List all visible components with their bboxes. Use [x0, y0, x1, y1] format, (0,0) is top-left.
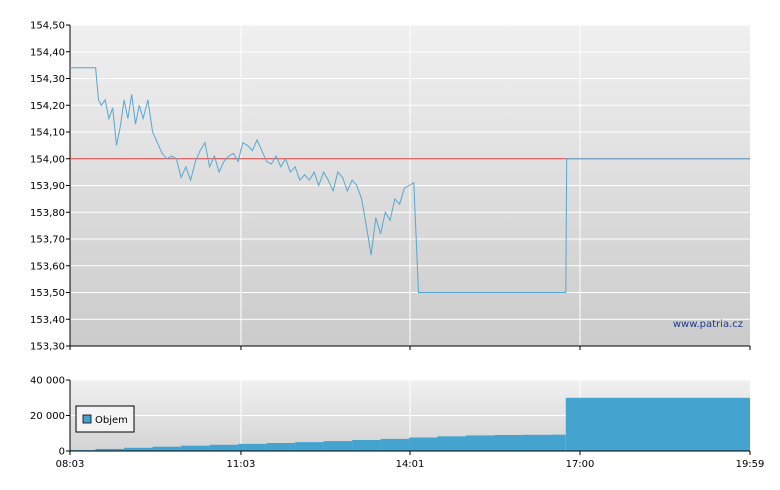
- volume-bar: [608, 397, 637, 452]
- price-y-tick-label: 154,40: [30, 47, 65, 58]
- volume-bar: [266, 443, 296, 451]
- price-y-tick-label: 153,80: [30, 208, 65, 219]
- price-y-tick-label: 154,30: [30, 74, 65, 85]
- price-y-tick-label: 154,50: [30, 21, 65, 32]
- volume-bar: [352, 440, 381, 451]
- volume-bar: [209, 444, 239, 451]
- volume-bar: [523, 434, 552, 451]
- volume-bar: [551, 434, 566, 451]
- price-y-tick-labels: 153,30 153,40 153,50 153,60 153,70 153,80 153,…: [30, 21, 71, 353]
- legend-swatch: [82, 414, 92, 424]
- volume-bar: [694, 397, 723, 452]
- volume-bar: [238, 443, 267, 451]
- volume-x-tick-label: 17:00: [566, 459, 595, 470]
- volume-x-tick-label: 19:59: [736, 459, 765, 470]
- volume-bar: [95, 448, 125, 451]
- volume-bar: [466, 435, 495, 451]
- price-x-tick-marks: [69, 346, 751, 350]
- volume-y-tick-label: 40 000: [30, 376, 65, 387]
- volume-x-tick-label: 14:01: [396, 459, 425, 470]
- price-y-tick-label: 154,10: [30, 128, 65, 139]
- volume-bar: [722, 397, 750, 452]
- volume-x-tick-labels: 08:03 11:03 14:01 17:00 19:59: [56, 451, 765, 470]
- volume-bar: [494, 435, 523, 451]
- volume-bar: [437, 436, 466, 451]
- volume-y-tick-labels: 0 20 000 40 000: [30, 376, 71, 458]
- price-y-tick-label: 153,50: [30, 288, 65, 299]
- volume-bar: [152, 446, 182, 451]
- volume-bar: [323, 441, 353, 451]
- volume-bar: [409, 437, 438, 451]
- volume-bar: [637, 397, 666, 452]
- legend: Objem: [75, 405, 135, 433]
- volume-bars: [70, 397, 750, 452]
- price-panel: 153,30 153,40 153,50 153,60 153,70 153,80 153,…: [30, 21, 751, 353]
- price-y-tick-label: 154,20: [30, 101, 65, 112]
- volume-x-tick-label: 08:03: [56, 459, 85, 470]
- volume-bar: [565, 397, 580, 452]
- volume-x-tick-label: 11:03: [227, 459, 256, 470]
- volume-bar: [181, 445, 210, 451]
- price-y-tick-label: 153,40: [30, 315, 65, 326]
- legend-label: Objem: [95, 415, 128, 426]
- watermark: www.patria.cz: [673, 319, 743, 330]
- volume-bar: [665, 397, 694, 452]
- price-grid: [70, 24, 750, 346]
- volume-bar: [295, 442, 324, 451]
- volume-y-tick-label: 0: [59, 447, 65, 458]
- price-y-tick-label: 153,30: [30, 342, 65, 353]
- price-y-tick-label: 153,70: [30, 235, 65, 246]
- volume-y-tick-label: 20 000: [30, 411, 65, 422]
- price-series-line: [70, 67, 750, 293]
- volume-bar: [380, 438, 410, 451]
- price-y-tick-label: 153,60: [30, 261, 65, 272]
- price-y-tick-label: 153,90: [30, 181, 65, 192]
- volume-bar: [124, 447, 153, 451]
- volume-bar: [580, 397, 609, 452]
- price-y-tick-label: 154,00: [30, 154, 65, 165]
